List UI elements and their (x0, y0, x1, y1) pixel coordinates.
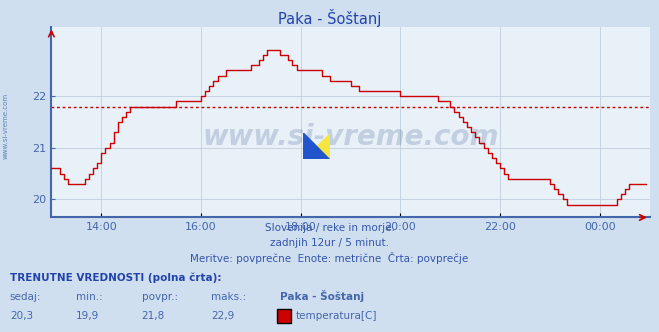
Text: www.si-vreme.com: www.si-vreme.com (202, 123, 499, 151)
Text: Slovenija / reke in morje.: Slovenija / reke in morje. (264, 223, 395, 233)
Text: temperatura[C]: temperatura[C] (295, 311, 377, 321)
Polygon shape (303, 133, 330, 159)
Text: zadnjih 12ur / 5 minut.: zadnjih 12ur / 5 minut. (270, 238, 389, 248)
Text: min.:: min.: (76, 292, 103, 302)
Text: sedaj:: sedaj: (10, 292, 42, 302)
Text: 20,3: 20,3 (10, 311, 33, 321)
Text: Paka - Šoštanj: Paka - Šoštanj (280, 290, 364, 302)
Polygon shape (303, 133, 330, 159)
Text: maks.:: maks.: (211, 292, 246, 302)
Text: povpr.:: povpr.: (142, 292, 178, 302)
Text: 19,9: 19,9 (76, 311, 99, 321)
Text: 21,8: 21,8 (142, 311, 165, 321)
Text: www.si-vreme.com: www.si-vreme.com (2, 93, 9, 159)
Text: Paka - Šoštanj: Paka - Šoštanj (278, 9, 381, 27)
Text: TRENUTNE VREDNOSTI (polna črta):: TRENUTNE VREDNOSTI (polna črta): (10, 272, 221, 283)
Text: 22,9: 22,9 (211, 311, 234, 321)
Text: Meritve: povprečne  Enote: metrične  Črta: povprečje: Meritve: povprečne Enote: metrične Črta:… (190, 252, 469, 264)
